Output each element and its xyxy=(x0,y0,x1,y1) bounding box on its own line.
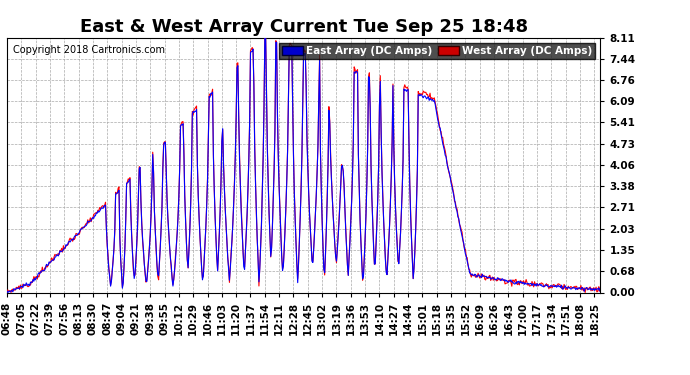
Text: Copyright 2018 Cartronics.com: Copyright 2018 Cartronics.com xyxy=(13,45,165,55)
Title: East & West Array Current Tue Sep 25 18:48: East & West Array Current Tue Sep 25 18:… xyxy=(79,18,528,36)
Legend: East Array (DC Amps), West Array (DC Amps): East Array (DC Amps), West Array (DC Amp… xyxy=(279,43,595,59)
